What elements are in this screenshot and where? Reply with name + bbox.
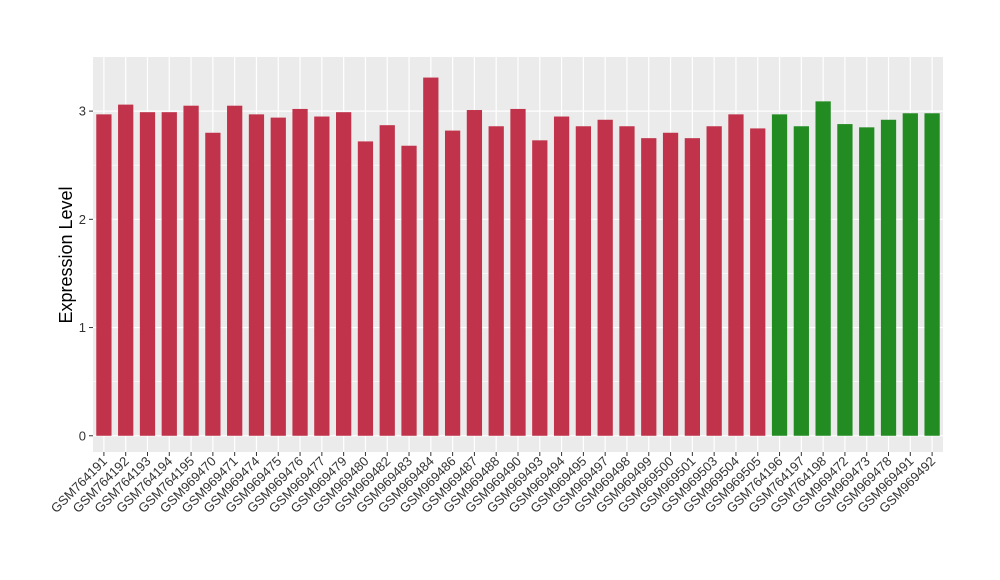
bar: [139, 112, 156, 436]
bar: [205, 132, 221, 436]
bar: [423, 77, 439, 436]
bar: [837, 124, 853, 436]
bar: [553, 116, 570, 436]
x-axis-ticks: GSM764191GSM764192GSM764193GSM764194GSM7…: [48, 452, 938, 516]
bars: [96, 77, 940, 436]
y-tick-label: 3: [79, 104, 86, 119]
bar: [292, 108, 308, 436]
bar: [314, 116, 330, 436]
bar: [619, 126, 635, 436]
bar: [248, 114, 265, 436]
bar: [488, 126, 504, 436]
bar: [510, 108, 526, 436]
bar: [662, 132, 679, 436]
bar: [227, 105, 243, 436]
bar: [750, 128, 766, 436]
bar: [575, 126, 592, 436]
bar: [270, 117, 286, 436]
y-tick-label: 2: [79, 212, 86, 227]
bar: [641, 138, 657, 436]
bar: [815, 101, 831, 436]
y-tick-label: 0: [79, 428, 86, 443]
bar: [902, 113, 918, 436]
y-axis-title: Expression Level: [56, 186, 76, 323]
bar: [466, 110, 483, 436]
bar: [859, 127, 875, 436]
bar: [728, 114, 744, 436]
bar: [444, 130, 461, 436]
bar: [118, 104, 134, 436]
bar: [597, 119, 613, 436]
bar: [684, 138, 700, 436]
bar: [924, 113, 940, 436]
bar: [96, 114, 112, 436]
bar: [183, 105, 199, 436]
bar: [401, 145, 417, 436]
y-axis-ticks: 0 1 2 3: [79, 104, 93, 443]
bar: [357, 141, 374, 436]
bar: [793, 126, 809, 436]
bar: [771, 114, 788, 436]
bar: [532, 140, 548, 436]
bar: [336, 112, 352, 436]
y-tick-label: 1: [79, 320, 86, 335]
bar: [379, 125, 395, 436]
bar: [880, 119, 897, 436]
bar: [706, 126, 722, 436]
bar: [161, 112, 177, 436]
